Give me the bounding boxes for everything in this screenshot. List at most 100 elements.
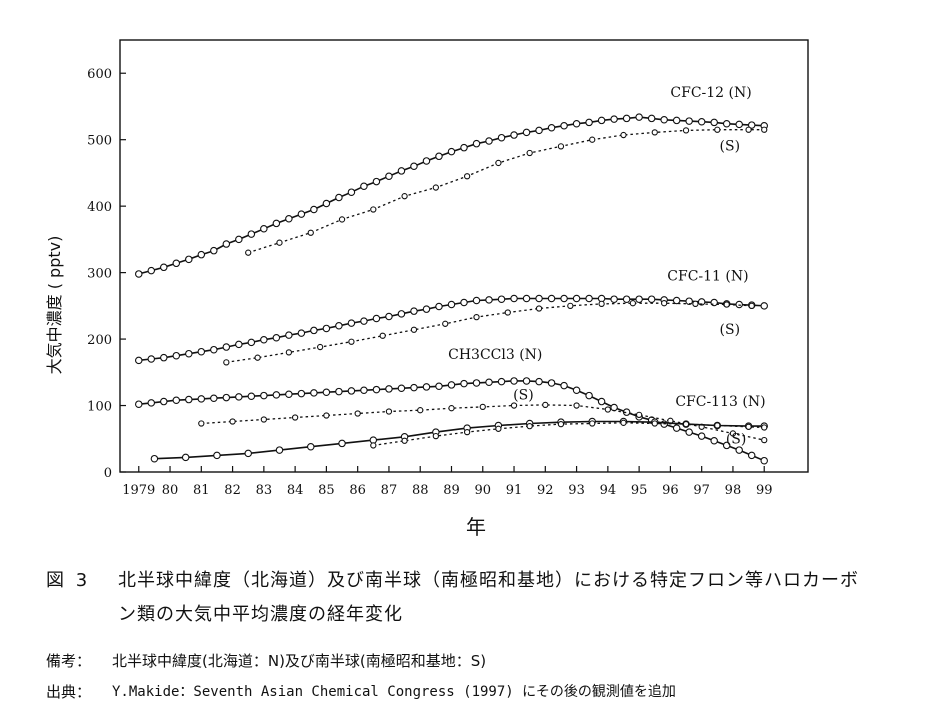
annotation-label: CFC-11 (N) (667, 269, 748, 285)
source-text: Y.Makide：Seventh Asian Chemical Congress… (112, 684, 676, 700)
data-point (197, 395, 206, 403)
data-point (272, 391, 281, 399)
data-point (285, 215, 293, 223)
data-point (172, 259, 181, 268)
data-point (260, 225, 268, 233)
data-point (235, 393, 243, 401)
data-point (485, 296, 493, 304)
data-point (185, 395, 193, 404)
data-point (682, 127, 690, 134)
data-point (422, 305, 431, 313)
data-point (526, 149, 533, 157)
data-point (442, 320, 449, 327)
source-label: 出典： (46, 683, 92, 701)
data-point (647, 295, 656, 303)
data-point (572, 386, 581, 395)
data-point (422, 383, 431, 391)
data-point (522, 377, 531, 385)
data-point (672, 296, 681, 305)
data-point (322, 324, 331, 333)
data-point (589, 420, 596, 427)
data-point (410, 383, 418, 392)
data-point (760, 456, 768, 465)
data-point (510, 131, 518, 139)
data-point (722, 441, 731, 450)
data-point (338, 216, 346, 223)
data-point (370, 442, 377, 449)
data-point (672, 424, 681, 432)
series-line (138, 116, 765, 275)
data-point (401, 193, 408, 200)
figure-title-line2: ン類の大気中平均濃度の経年変化 (118, 604, 403, 625)
data-point (635, 295, 643, 303)
data-point (585, 118, 593, 127)
data-point (622, 408, 631, 416)
data-point (547, 123, 556, 132)
data-point (160, 397, 168, 406)
data-point (244, 449, 252, 458)
data-point (748, 302, 755, 309)
figure-title-line1: 北半球中緯度（北海道）及び南半球（南極昭和基地）における特定フロン等ハロカーボ (118, 570, 859, 591)
x-axis-label: 年 (466, 515, 486, 539)
data-point (210, 246, 218, 255)
x-tick-label: 92 (537, 483, 554, 498)
data-point (510, 294, 518, 303)
data-point (360, 386, 368, 395)
data-point (760, 302, 768, 310)
x-tick-label: 87 (381, 483, 398, 498)
data-point (585, 391, 593, 400)
data-point (622, 114, 631, 123)
data-point (735, 120, 743, 129)
data-point (297, 210, 306, 218)
data-point (567, 302, 574, 309)
data-point (260, 416, 268, 423)
data-point (460, 143, 468, 152)
data-point (547, 379, 556, 387)
series-7 (370, 419, 768, 449)
data-point (260, 335, 268, 344)
data-point (385, 172, 393, 180)
data-point (610, 403, 618, 412)
data-point (372, 177, 381, 186)
data-point (560, 121, 568, 130)
data-point (172, 351, 181, 360)
x-tick-label: 96 (662, 483, 679, 498)
x-tick-label: 81 (193, 483, 210, 498)
data-point (235, 340, 243, 349)
y-tick-label: 100 (87, 400, 112, 415)
data-point (497, 295, 506, 303)
data-point (432, 184, 440, 191)
data-point (535, 126, 543, 135)
data-point (297, 329, 306, 337)
data-point (647, 114, 656, 123)
data-point (272, 333, 281, 342)
data-point (385, 385, 393, 393)
data-point (710, 437, 718, 445)
data-point (504, 309, 511, 316)
data-point (660, 116, 668, 124)
data-point (247, 230, 256, 238)
data-point (397, 384, 406, 393)
y-axis-label: 大気中濃度 ( pptv) (45, 236, 64, 375)
data-point (272, 219, 281, 228)
x-tick-label: 97 (693, 483, 710, 498)
data-point (547, 294, 556, 303)
data-point (213, 451, 221, 460)
notes-text: 北半球中緯度(北海道：N)及び南半球(南極昭和基地：S) (112, 652, 487, 670)
data-point (497, 377, 506, 386)
data-point (745, 126, 752, 133)
data-point (335, 322, 343, 330)
data-point (692, 300, 699, 308)
data-point (310, 205, 318, 214)
data-point (598, 300, 605, 308)
data-point (447, 300, 456, 309)
data-point (535, 305, 543, 312)
data-point (338, 439, 346, 448)
x-tick-label: 93 (568, 483, 585, 498)
annotation-label: (S) (726, 431, 747, 447)
x-tick-label: 99 (756, 483, 773, 498)
x-tick-label: 90 (474, 483, 491, 498)
data-point (622, 295, 631, 303)
data-point (160, 263, 168, 272)
data-point (723, 301, 730, 308)
